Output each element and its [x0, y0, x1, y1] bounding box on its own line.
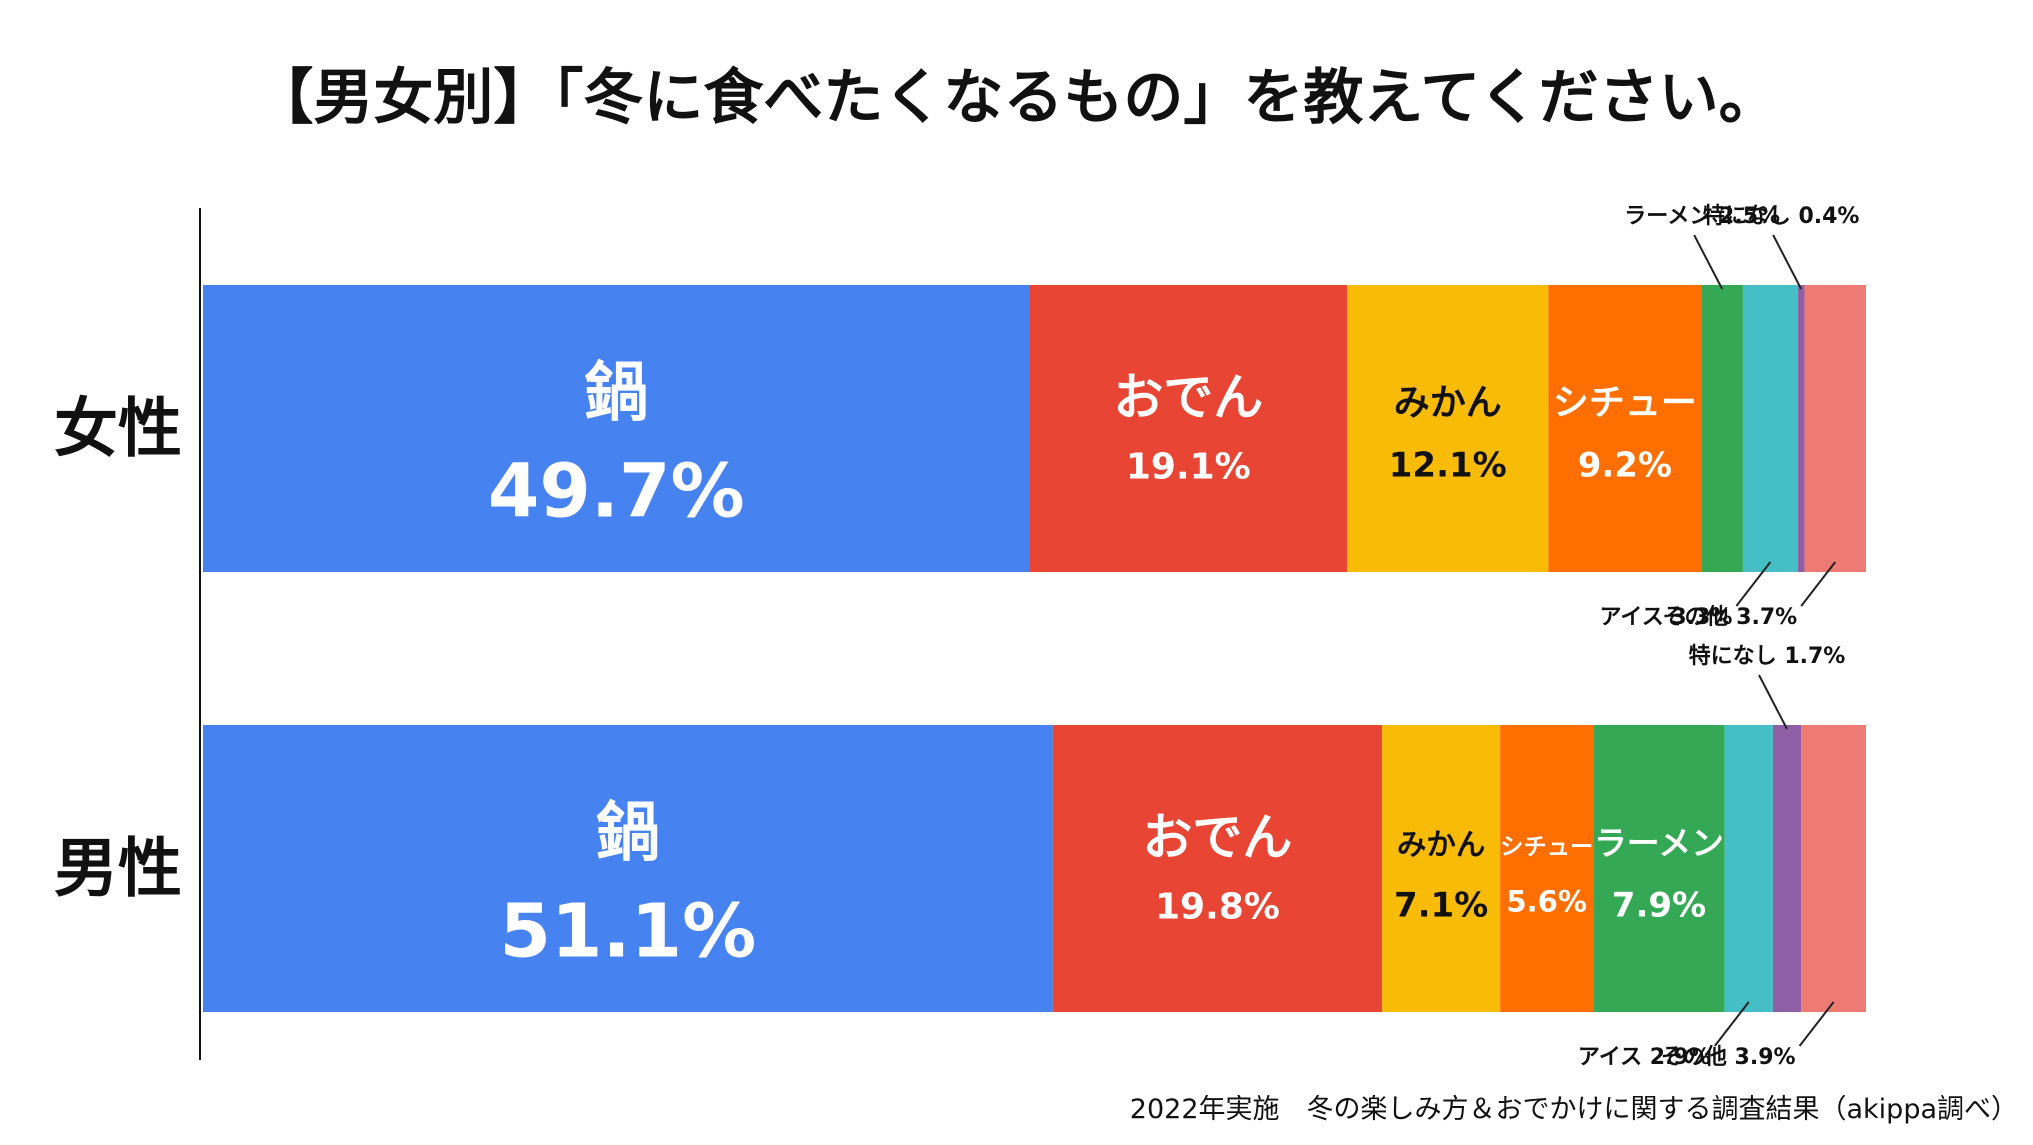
- bar-series-6-row-1: 女性 アイス 3.3%: [1742, 285, 1798, 572]
- segment-value-series-4-row-2: 5.6%: [1506, 885, 1587, 919]
- leader-line-series-6-row-1: [1735, 561, 1772, 607]
- bar-series-4-row-1: 女性 シチュー 9.2%: [1548, 285, 1702, 572]
- chart-title: 【男女別】「冬に食べたくなるもの」を教えてください。: [253, 63, 1778, 133]
- bar-series-2-row-1: 女性 おでん 19.1%: [1029, 285, 1348, 572]
- segment-value-series-4-row-1: 9.2%: [1578, 446, 1672, 486]
- segment-value-series-5-row-2: 7.9%: [1612, 886, 1706, 926]
- segment-name-series-4-row-1: シチュー: [1553, 383, 1697, 424]
- callout-label-series-8-row-2: その他 3.9%: [1661, 1045, 1796, 1070]
- bar-series-1-row-2: 男性 鍋 51.1%: [203, 725, 1053, 1012]
- segment-value-series-2-row-2: 19.8%: [1155, 887, 1280, 928]
- callout-label-series-7-row-2: 特になし 1.7%: [1689, 643, 1846, 669]
- segment-name-series-2-row-1: おでん: [1113, 369, 1263, 427]
- bar-segments: 女性 鍋 49.7%女性 おでん 19.1%女性 みかん 12.1%女性 シチュ…: [203, 285, 1866, 1012]
- callout-label-series-5-row-1: ラーメン 2.5%: [1624, 204, 1780, 229]
- source-note: 2022年実施 冬の楽しみ方＆おでかけに関する調査結果（akippa調べ）: [1130, 1094, 2018, 1125]
- callout-label-series-6-row-1: アイス 3.3%: [1599, 605, 1732, 630]
- leader-line-series-7-row-1: [1772, 234, 1803, 290]
- segment-value-series-3-row-1: 12.1%: [1389, 446, 1507, 486]
- leader-line-series-8-row-1: [1800, 561, 1837, 607]
- bar-series-3-row-2: 男性 みかん 7.1%: [1382, 725, 1501, 1012]
- bar-series-2-row-2: 男性 おでん 19.8%: [1052, 725, 1383, 1012]
- bar-series-8-row-2: 男性 その他 3.9%: [1801, 725, 1866, 1012]
- category-label-2: 男性: [54, 833, 182, 907]
- bar-series-8-row-1: 女性 その他 3.7%: [1804, 285, 1866, 572]
- segment-name-series-3-row-1: みかん: [1394, 383, 1502, 424]
- segment-value-series-2-row-1: 19.1%: [1126, 447, 1251, 488]
- bar-series-6-row-2: 男性 アイス 2.9%: [1724, 725, 1773, 1012]
- callout-label-series-6-row-2: アイス 2.9%: [1578, 1045, 1711, 1070]
- bar-series-1-row-1: 女性 鍋 49.7%: [203, 285, 1030, 572]
- callout-label-series-7-row-1: 特になし 0.4%: [1703, 203, 1860, 229]
- bar-series-7-row-2: 男性 特になし 1.7%: [1772, 725, 1802, 1012]
- bar-series-3-row-1: 女性 みかん 12.1%: [1347, 285, 1549, 572]
- bar-series-7-row-1: 女性 特になし 0.4%: [1797, 285, 1805, 572]
- category-label-1: 女性: [54, 393, 182, 467]
- segment-name-series-3-row-2: みかん: [1397, 828, 1486, 862]
- leader-line-series-7-row-2: [1758, 674, 1788, 730]
- segment-value-series-3-row-2: 7.1%: [1394, 886, 1488, 926]
- segment-name-series-1-row-1: 鍋: [584, 357, 648, 431]
- leader-line-series-8-row-2: [1798, 1001, 1835, 1047]
- segment-name-series-2-row-2: おでん: [1142, 809, 1292, 867]
- segment-value-series-1-row-2: 51.1%: [500, 889, 757, 975]
- bar-series-5-row-1: 女性 ラーメン 2.5%: [1701, 285, 1743, 572]
- bar-series-4-row-2: 男性 シチュー 5.6%: [1500, 725, 1594, 1012]
- leader-line-series-5-row-1: [1693, 234, 1724, 290]
- segment-value-series-1-row-1: 49.7%: [488, 449, 745, 535]
- segment-name-series-1-row-2: 鍋: [596, 797, 660, 871]
- segment-name-series-5-row-2: ラーメン: [1594, 825, 1724, 863]
- callout-label-series-8-row-1: その他 3.7%: [1663, 605, 1798, 630]
- segment-name-series-4-row-2: シチュー: [1500, 834, 1593, 861]
- bar-series-5-row-2: 男性 ラーメン 7.9%: [1593, 725, 1725, 1012]
- leader-line-series-6-row-2: [1713, 1001, 1750, 1047]
